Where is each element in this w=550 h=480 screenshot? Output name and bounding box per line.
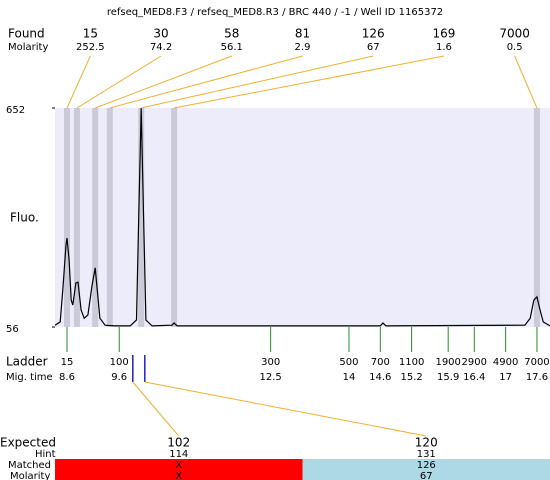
trace-line	[54, 107, 550, 327]
expected-size: 102	[167, 436, 190, 450]
ladder-size: 15	[61, 357, 74, 368]
expected-molarity-label: Molarity	[10, 471, 50, 480]
expected-size: 120	[415, 436, 438, 450]
found-connector	[66, 55, 91, 109]
ladder-size: 300	[261, 357, 280, 368]
ladder-time: 12.5	[260, 372, 282, 383]
found-size: 15	[83, 27, 98, 41]
found-size: 126	[362, 27, 385, 41]
plot-area	[55, 108, 550, 327]
peak-band	[138, 108, 145, 327]
found-molarity: 0.5	[507, 42, 523, 53]
expected-molarity: X	[175, 471, 182, 480]
ladder-time: 15.2	[400, 372, 422, 383]
ladder-size: 1900	[435, 357, 460, 368]
found-molarity: 74.2	[150, 42, 172, 53]
hint-label: Hint	[35, 449, 56, 460]
ladder-size: 100	[110, 357, 129, 368]
ladder-size: 4900	[493, 357, 518, 368]
found-molarity: 56.1	[221, 42, 243, 53]
expected-matched: X	[175, 460, 182, 471]
expected-connector	[144, 381, 427, 437]
fluo-label: Fluo.	[10, 211, 39, 225]
expected-hint: 131	[417, 449, 436, 460]
found-size: 7000	[499, 27, 530, 41]
peak-band	[92, 108, 99, 327]
found-size: 169	[432, 27, 455, 41]
found-molarity: 2.9	[295, 42, 311, 53]
expected-hint: 114	[169, 449, 188, 460]
ladder-size: 500	[339, 357, 358, 368]
found-connector	[109, 55, 303, 109]
found-molarity: 1.6	[436, 42, 452, 53]
ladder-time: 17.6	[526, 372, 548, 383]
ladder-time: 15.9	[437, 372, 459, 383]
ladder-time: 14	[343, 372, 356, 383]
ladder-size: 7000	[524, 357, 549, 368]
found-size: 81	[295, 27, 310, 41]
ladder-size: 700	[371, 357, 390, 368]
expected-connector	[132, 381, 180, 437]
found-label: Found	[8, 27, 45, 41]
peak-band	[171, 108, 178, 327]
expected-molarity: 67	[420, 471, 433, 480]
found-connector	[95, 55, 232, 109]
ladder-time: 9.6	[111, 372, 127, 383]
expected-box	[302, 459, 550, 480]
ladder-size: 2900	[462, 357, 487, 368]
ladder-time: 16.4	[463, 372, 485, 383]
molarity-label: Molarity	[8, 42, 48, 53]
expected-label: Expected	[0, 436, 56, 450]
found-molarity: 67	[367, 42, 380, 53]
expected-matched: 126	[417, 460, 436, 471]
y-tick-label: 652	[6, 105, 25, 116]
ladder-size: 1100	[399, 357, 424, 368]
found-size: 58	[224, 27, 239, 41]
peak-band	[106, 108, 113, 327]
ladder-label: Ladder	[6, 355, 48, 369]
matched-label: Matched	[8, 460, 51, 471]
peak-band	[533, 108, 540, 327]
found-connector	[173, 55, 445, 109]
found-connector	[514, 55, 538, 109]
peak-band	[73, 108, 80, 327]
title: refseq_MED8.F3 / refseq_MED8.R3 / BRC 44…	[107, 7, 443, 18]
found-size: 30	[153, 27, 168, 41]
ladder-time: 8.6	[59, 372, 75, 383]
y-tick-label: 56	[6, 324, 19, 335]
found-connector	[141, 55, 374, 109]
found-connector	[76, 55, 162, 109]
found-molarity: 252.5	[76, 42, 105, 53]
ladder-time: 14.6	[369, 372, 391, 383]
ladder-time: 17	[499, 372, 512, 383]
peak-band	[64, 108, 71, 327]
expected-box	[55, 459, 303, 480]
mig-time-label: Mig. time	[6, 372, 53, 383]
